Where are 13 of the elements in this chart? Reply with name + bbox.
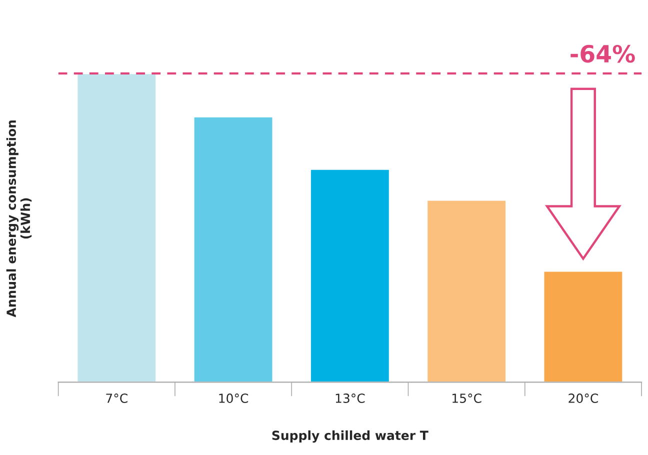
x-tick-label: 13°C (336, 394, 365, 403)
x-tick-label: 10°C (219, 394, 248, 403)
x-axis-title: Supply chilled water T (272, 430, 428, 443)
text: -64% (570, 44, 635, 63)
bar (542, 270, 624, 382)
bar (192, 116, 274, 382)
bar (310, 168, 390, 382)
x-tick-label: 15°C (452, 394, 482, 403)
y-axis-title: Annual energy consumption (kWh) (6, 120, 32, 318)
x-tick-label: 20°C (568, 394, 598, 403)
x-tick-label: 7°C (106, 394, 128, 403)
bar (76, 72, 157, 382)
bar (426, 199, 507, 382)
